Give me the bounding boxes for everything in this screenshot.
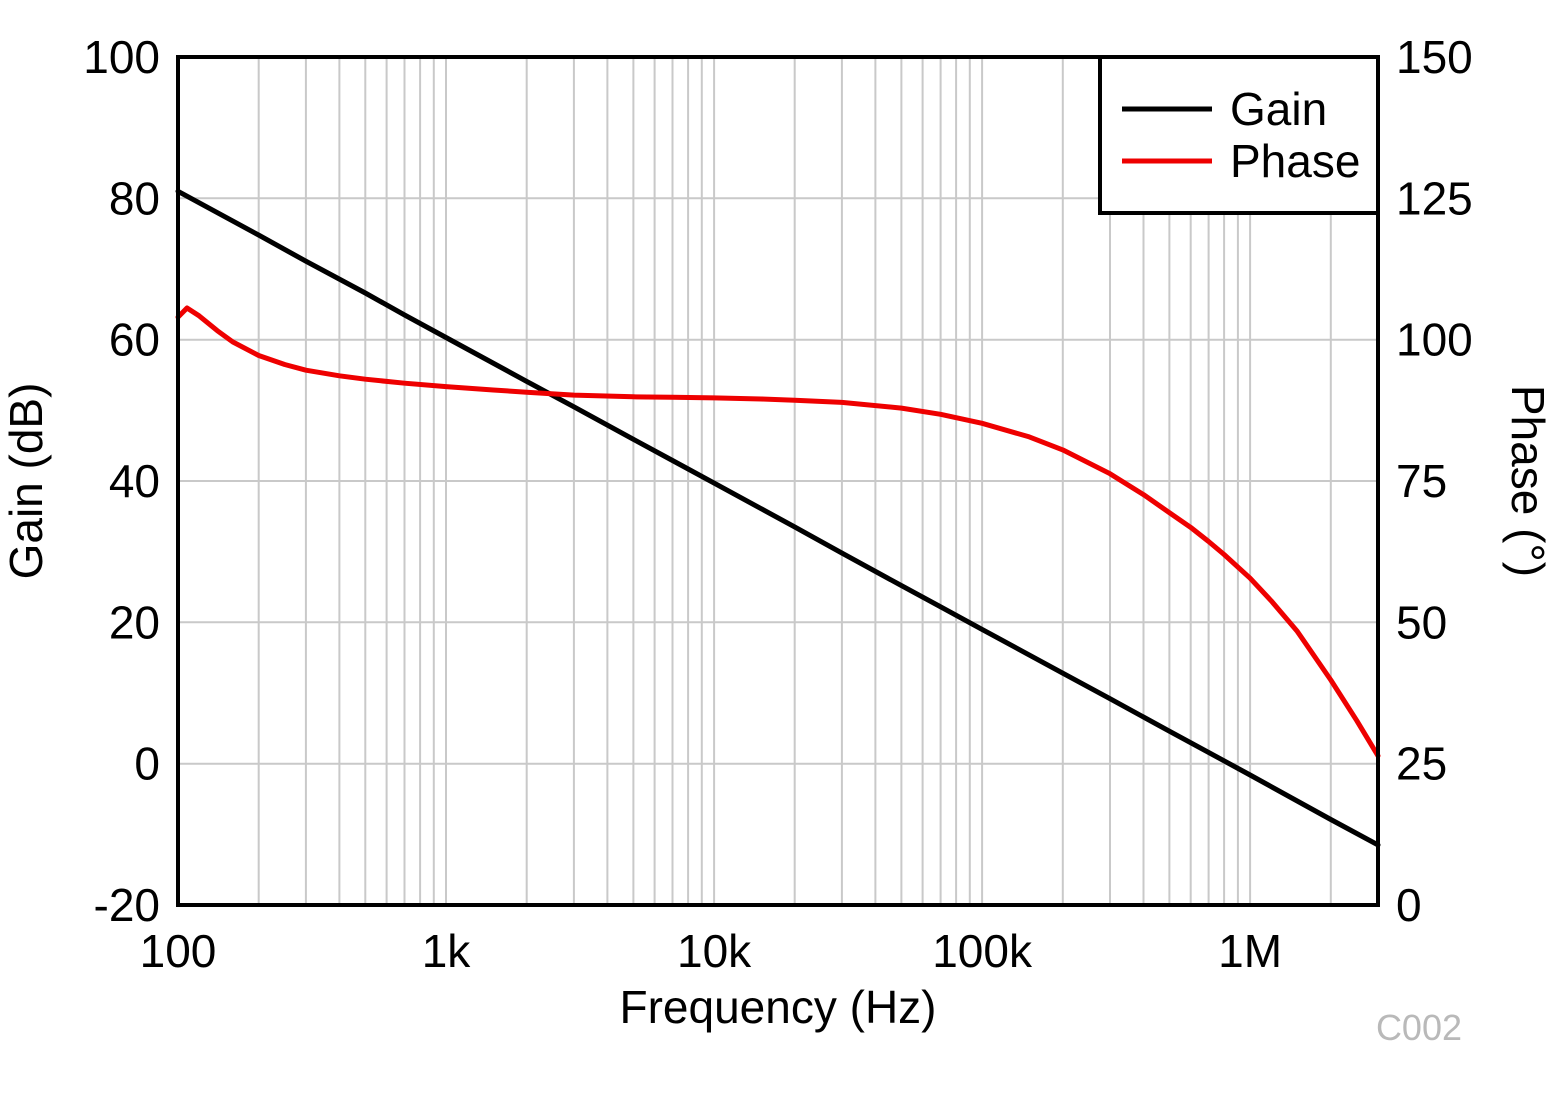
x-tick-label: 100k [932, 925, 1033, 977]
y-left-tick-label: 20 [109, 596, 160, 648]
x-tick-label: 1M [1218, 925, 1282, 977]
gain-curve [175, 188, 1381, 848]
y-left-tick-label: 80 [109, 172, 160, 224]
y-right-tick-label: 125 [1396, 172, 1473, 224]
y-right-axis-title: Phase (°) [1502, 385, 1546, 577]
watermark: C002 [1376, 1007, 1462, 1048]
legend-label-gain: Gain [1230, 83, 1327, 135]
y-right-tick-label: 0 [1396, 879, 1422, 931]
x-axis-title: Frequency (Hz) [620, 981, 937, 1033]
x-tick-label: 1k [422, 925, 472, 977]
y-right-tick-label: 75 [1396, 455, 1447, 507]
y-right-tick-label: 50 [1396, 596, 1447, 648]
y-left-tick-label: 40 [109, 455, 160, 507]
legend-label-phase: Phase [1230, 135, 1360, 187]
y-left-tick-label: 100 [83, 31, 160, 83]
y-right-tick-label: 25 [1396, 738, 1447, 790]
x-tick-label: 10k [677, 925, 752, 977]
y-left-tick-label: 60 [109, 314, 160, 366]
y-left-axis-title: Gain (dB) [0, 383, 52, 580]
plot-border [176, 55, 1380, 907]
phase-curve [175, 305, 1381, 759]
y-right-tick-label: 150 [1396, 31, 1473, 83]
y-left-tick-label: -20 [94, 879, 160, 931]
y-right-tick-label: 100 [1396, 314, 1473, 366]
legend-box [1098, 55, 1380, 215]
x-tick-label: 100 [140, 925, 217, 977]
y-left-tick-label: 0 [134, 738, 160, 790]
